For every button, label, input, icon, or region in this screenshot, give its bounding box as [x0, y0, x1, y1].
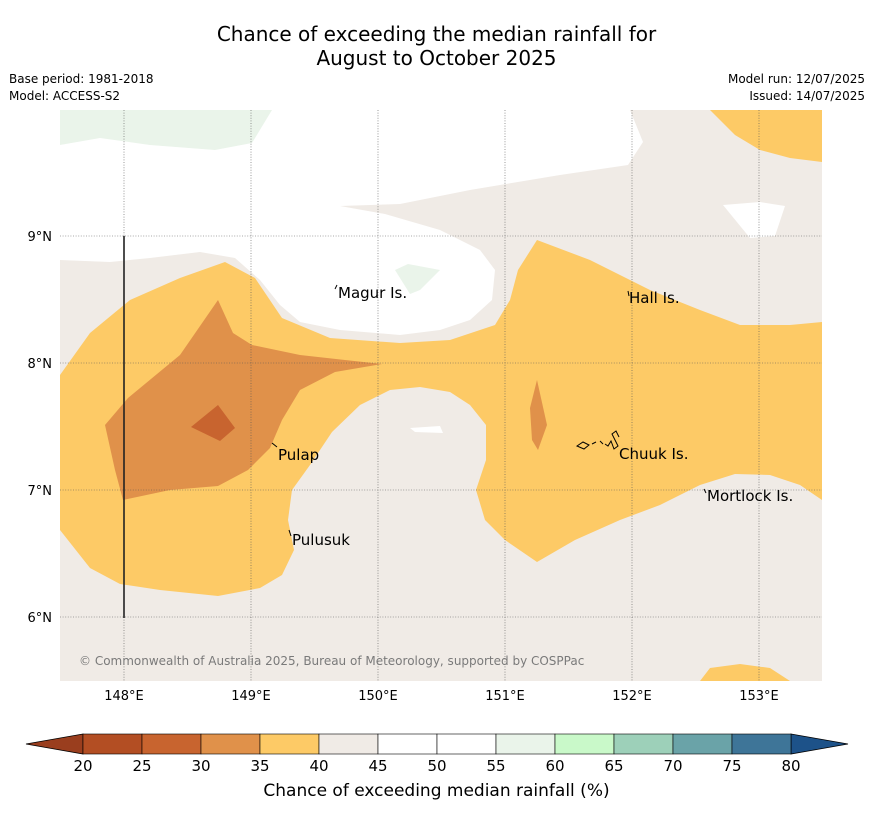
place-hall: Hall Is.: [629, 289, 680, 307]
lon-tick: 149°E: [231, 689, 271, 704]
copyright-notice: © Commonwealth of Australia 2025, Bureau…: [79, 654, 584, 668]
place-chuuk: Chuuk Is.: [619, 445, 688, 463]
colorbar-tick-label: 50: [427, 757, 446, 775]
colorbar-tick-label: 60: [545, 757, 564, 775]
colorbar-tick-label: 20: [73, 757, 92, 775]
place-pulusuk: Pulusuk: [292, 531, 350, 549]
lon-tick: 152°E: [612, 689, 652, 704]
place-labels: Magur Is. Hall Is. Pulap Chuuk Is. Mortl…: [278, 284, 793, 549]
colorbar-swatch: [672, 733, 733, 755]
colorbar-tick-label: 25: [132, 757, 151, 775]
map-area: [60, 110, 822, 681]
colorbar-swatch: [141, 733, 202, 755]
lat-tick: 6°N: [28, 611, 53, 626]
colorbar-swatch: [731, 733, 792, 755]
colorbar-swatch: [436, 733, 497, 755]
contour-30-35-west: [105, 300, 382, 500]
colorbar-swatch: [554, 733, 615, 755]
lon-tick: 151°E: [485, 689, 525, 704]
colorbar-tick-label: 30: [191, 757, 210, 775]
colorbar-label: Chance of exceeding median rainfall (%): [263, 781, 610, 801]
colorbar-over-arrow: [790, 733, 849, 755]
issued-date: Issued: 14/07/2025: [749, 89, 865, 103]
lon-tick-labels: 148°E 149°E 150°E 151°E 152°E 153°E: [104, 689, 779, 704]
lon-tick: 148°E: [104, 689, 144, 704]
lat-tick: 7°N: [28, 484, 53, 499]
colorbar-tick-label: 40: [309, 757, 328, 775]
island-markers: [271, 284, 707, 537]
colorbar: 20 25 30 35 40 45 50 55 60 65 70 75 80: [25, 733, 849, 775]
contour-55-60-magur: [395, 264, 440, 294]
model-run: Model run: 12/07/2025: [727, 72, 865, 86]
base-period: Base period: 1981-2018: [9, 72, 154, 86]
model-name: Model: ACCESS-S2: [9, 89, 121, 103]
colorbar-tick-label: 35: [250, 757, 269, 775]
lat-tick: 9°N: [28, 230, 53, 245]
colorbar-tick-label: 70: [663, 757, 682, 775]
colorbar-swatch: [613, 733, 674, 755]
contour-35-40-south: [700, 664, 790, 681]
colorbar-tick-label: 65: [604, 757, 623, 775]
contour-35-40-ne: [710, 110, 822, 162]
colorbar-tick-label: 45: [368, 757, 387, 775]
place-pulap: Pulap: [278, 446, 319, 464]
lon-tick: 150°E: [358, 689, 398, 704]
colorbar-swatch: [200, 733, 261, 755]
lat-tick: 8°N: [28, 357, 53, 372]
place-mortlock: Mortlock Is.: [707, 487, 793, 505]
colorbar-swatch: [259, 733, 320, 755]
title-line-2: August to October 2025: [316, 46, 557, 70]
title-line-1: Chance of exceeding the median rainfall …: [216, 22, 657, 46]
contour-25-30: [191, 405, 235, 441]
contour-45-55-north: [60, 110, 643, 335]
colorbar-tick-label: 80: [781, 757, 800, 775]
colorbar-tick-label: 55: [486, 757, 505, 775]
lat-tick-labels: 9°N 8°N 7°N 6°N: [28, 230, 53, 626]
contour-45-55-ne: [723, 202, 785, 238]
meta-right: Model run: 12/07/2025 Issued: 14/07/2025: [728, 71, 865, 105]
colorbar-swatch: [495, 733, 556, 755]
contour-35-40-main: [60, 240, 822, 596]
colorbar-swatch: [377, 733, 438, 755]
colorbar-swatch: [82, 733, 143, 755]
colorbar-swatch: [318, 733, 379, 755]
place-magur: Magur Is.: [338, 284, 407, 302]
contour-30-35-east: [530, 380, 547, 450]
meta-left: Base period: 1981-2018 Model: ACCESS-S2: [9, 71, 154, 105]
lon-tick: 153°E: [739, 689, 779, 704]
colorbar-under-arrow: [25, 733, 84, 755]
chart-title: Chance of exceeding the median rainfall …: [0, 22, 873, 70]
colorbar-tick-label: 75: [722, 757, 741, 775]
contour-45-55-small: [410, 426, 443, 433]
contour-55-60-nw: [60, 110, 272, 150]
